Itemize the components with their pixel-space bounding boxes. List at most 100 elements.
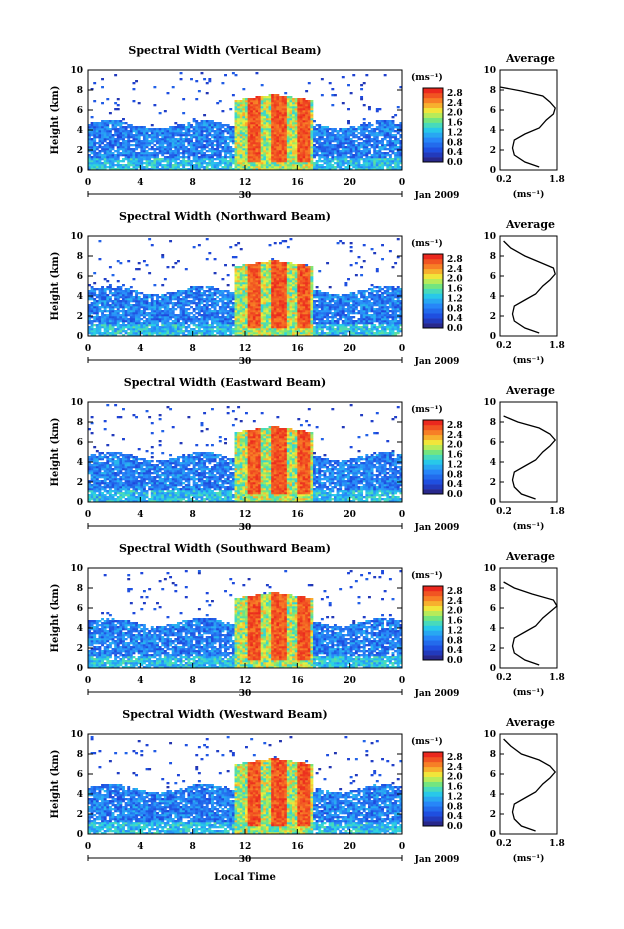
heatmap-cell [307, 118, 311, 121]
heatmap-cell [153, 162, 157, 165]
heatmap-cell [145, 134, 149, 137]
heatmap-cell [386, 130, 390, 133]
heatmap-cell [263, 280, 267, 283]
heatmap-cell [218, 150, 222, 153]
heatmap-cell [187, 128, 191, 131]
heatmap-cell [271, 266, 275, 269]
heatmap-cell [197, 162, 201, 165]
heatmap-cell [273, 142, 277, 145]
heatmap-cell [365, 150, 369, 153]
heatmap-cell [106, 304, 110, 307]
heatmap-cell [357, 128, 361, 131]
heatmap-cell [255, 134, 259, 137]
heatmap-cell [273, 126, 277, 129]
heatmap-cell [263, 268, 267, 271]
heatmap-cell [281, 100, 285, 103]
heatmap-cell [218, 162, 222, 165]
heatmap-cell [127, 134, 131, 137]
heatmap-cell [237, 118, 241, 121]
heatmap-cell [156, 136, 159, 139]
heatmap-cell [171, 134, 175, 137]
heatmap-cell [106, 126, 110, 129]
heatmap-cell [252, 136, 256, 139]
heatmap-cell [344, 162, 348, 165]
heatmap-cell [367, 140, 371, 143]
heatmap-cell [163, 130, 167, 133]
heatmap-cell [231, 294, 235, 297]
heatmap-cell [286, 160, 290, 163]
heatmap-cell [200, 324, 204, 327]
heatmap-cell [360, 130, 364, 133]
heatmap-cell [292, 98, 296, 101]
heatmap-cell [388, 122, 392, 125]
heatmap-cell [229, 136, 233, 139]
heatmap-cell [221, 318, 225, 321]
heatmap-cell [197, 156, 201, 159]
heatmap-cell [242, 306, 246, 309]
heatmap-cell [292, 160, 296, 163]
heatmap-cell [268, 326, 272, 329]
heatmap-cell [360, 132, 364, 135]
heatmap-cell [255, 114, 259, 117]
colorbar-tick-label: 0.4 [447, 148, 463, 158]
heatmap-cell [323, 168, 327, 171]
heatmap-cell [137, 126, 141, 129]
heatmap-cell [297, 134, 301, 137]
heatmap-cell [268, 168, 272, 171]
heatmap-cell [271, 264, 275, 267]
heatmap-cell [213, 272, 217, 275]
heatmap-cell [88, 292, 91, 295]
heatmap-cell [352, 146, 356, 149]
heatmap-cell [95, 316, 99, 319]
heatmap-cell [365, 154, 369, 157]
heatmap-cell [247, 294, 251, 297]
heatmap-cell [318, 132, 322, 135]
heatmap-cell [205, 126, 209, 129]
heatmap-cell [245, 266, 248, 269]
heatmap-cell [106, 120, 110, 123]
heatmap-cell [122, 298, 125, 301]
heatmap-cell [294, 144, 298, 147]
heatmap-cell [98, 162, 102, 165]
heatmap-cell [127, 288, 131, 291]
heatmap-cell [127, 158, 131, 161]
heatmap-cell [142, 140, 146, 143]
heatmap-cell [360, 88, 364, 91]
heatmap-cell [362, 168, 366, 171]
heatmap-cell [271, 312, 275, 315]
heatmap-cell [260, 262, 264, 265]
heatmap-cell [179, 324, 183, 327]
heatmap-cell [166, 142, 170, 145]
heatmap-cell [362, 154, 366, 157]
heatmap-cell [108, 112, 112, 115]
heatmap-cell [158, 302, 162, 305]
heatmap-cell [260, 120, 264, 123]
heatmap-cell [184, 292, 188, 295]
heatmap-cell [142, 260, 146, 263]
heatmap-cell [383, 154, 387, 157]
heatmap-cell [122, 302, 125, 305]
heatmap-cell [239, 164, 243, 167]
heatmap-cell [286, 152, 290, 155]
heatmap-cell [260, 118, 264, 121]
heatmap-cell [150, 164, 154, 167]
heatmap-cell [292, 128, 296, 131]
heatmap-cell [98, 140, 102, 143]
heatmap-cell [237, 314, 241, 317]
heatmap-cell [360, 156, 364, 159]
heatmap-cell [341, 130, 345, 133]
heatmap-cell [122, 142, 125, 145]
heatmap-cell [197, 288, 201, 291]
heatmap-cell [103, 318, 107, 321]
heatmap-cell [237, 242, 241, 245]
heatmap-cell [391, 124, 395, 127]
heatmap-cell [88, 322, 91, 325]
heatmap-cell [197, 292, 201, 295]
heatmap-cell [294, 160, 298, 163]
heatmap-cell [111, 304, 115, 307]
heatmap-cell [378, 150, 382, 153]
heatmap-cell [221, 146, 225, 149]
heatmap-cell [184, 152, 188, 155]
heatmap-cell [250, 136, 254, 139]
heatmap-cell [153, 152, 157, 155]
